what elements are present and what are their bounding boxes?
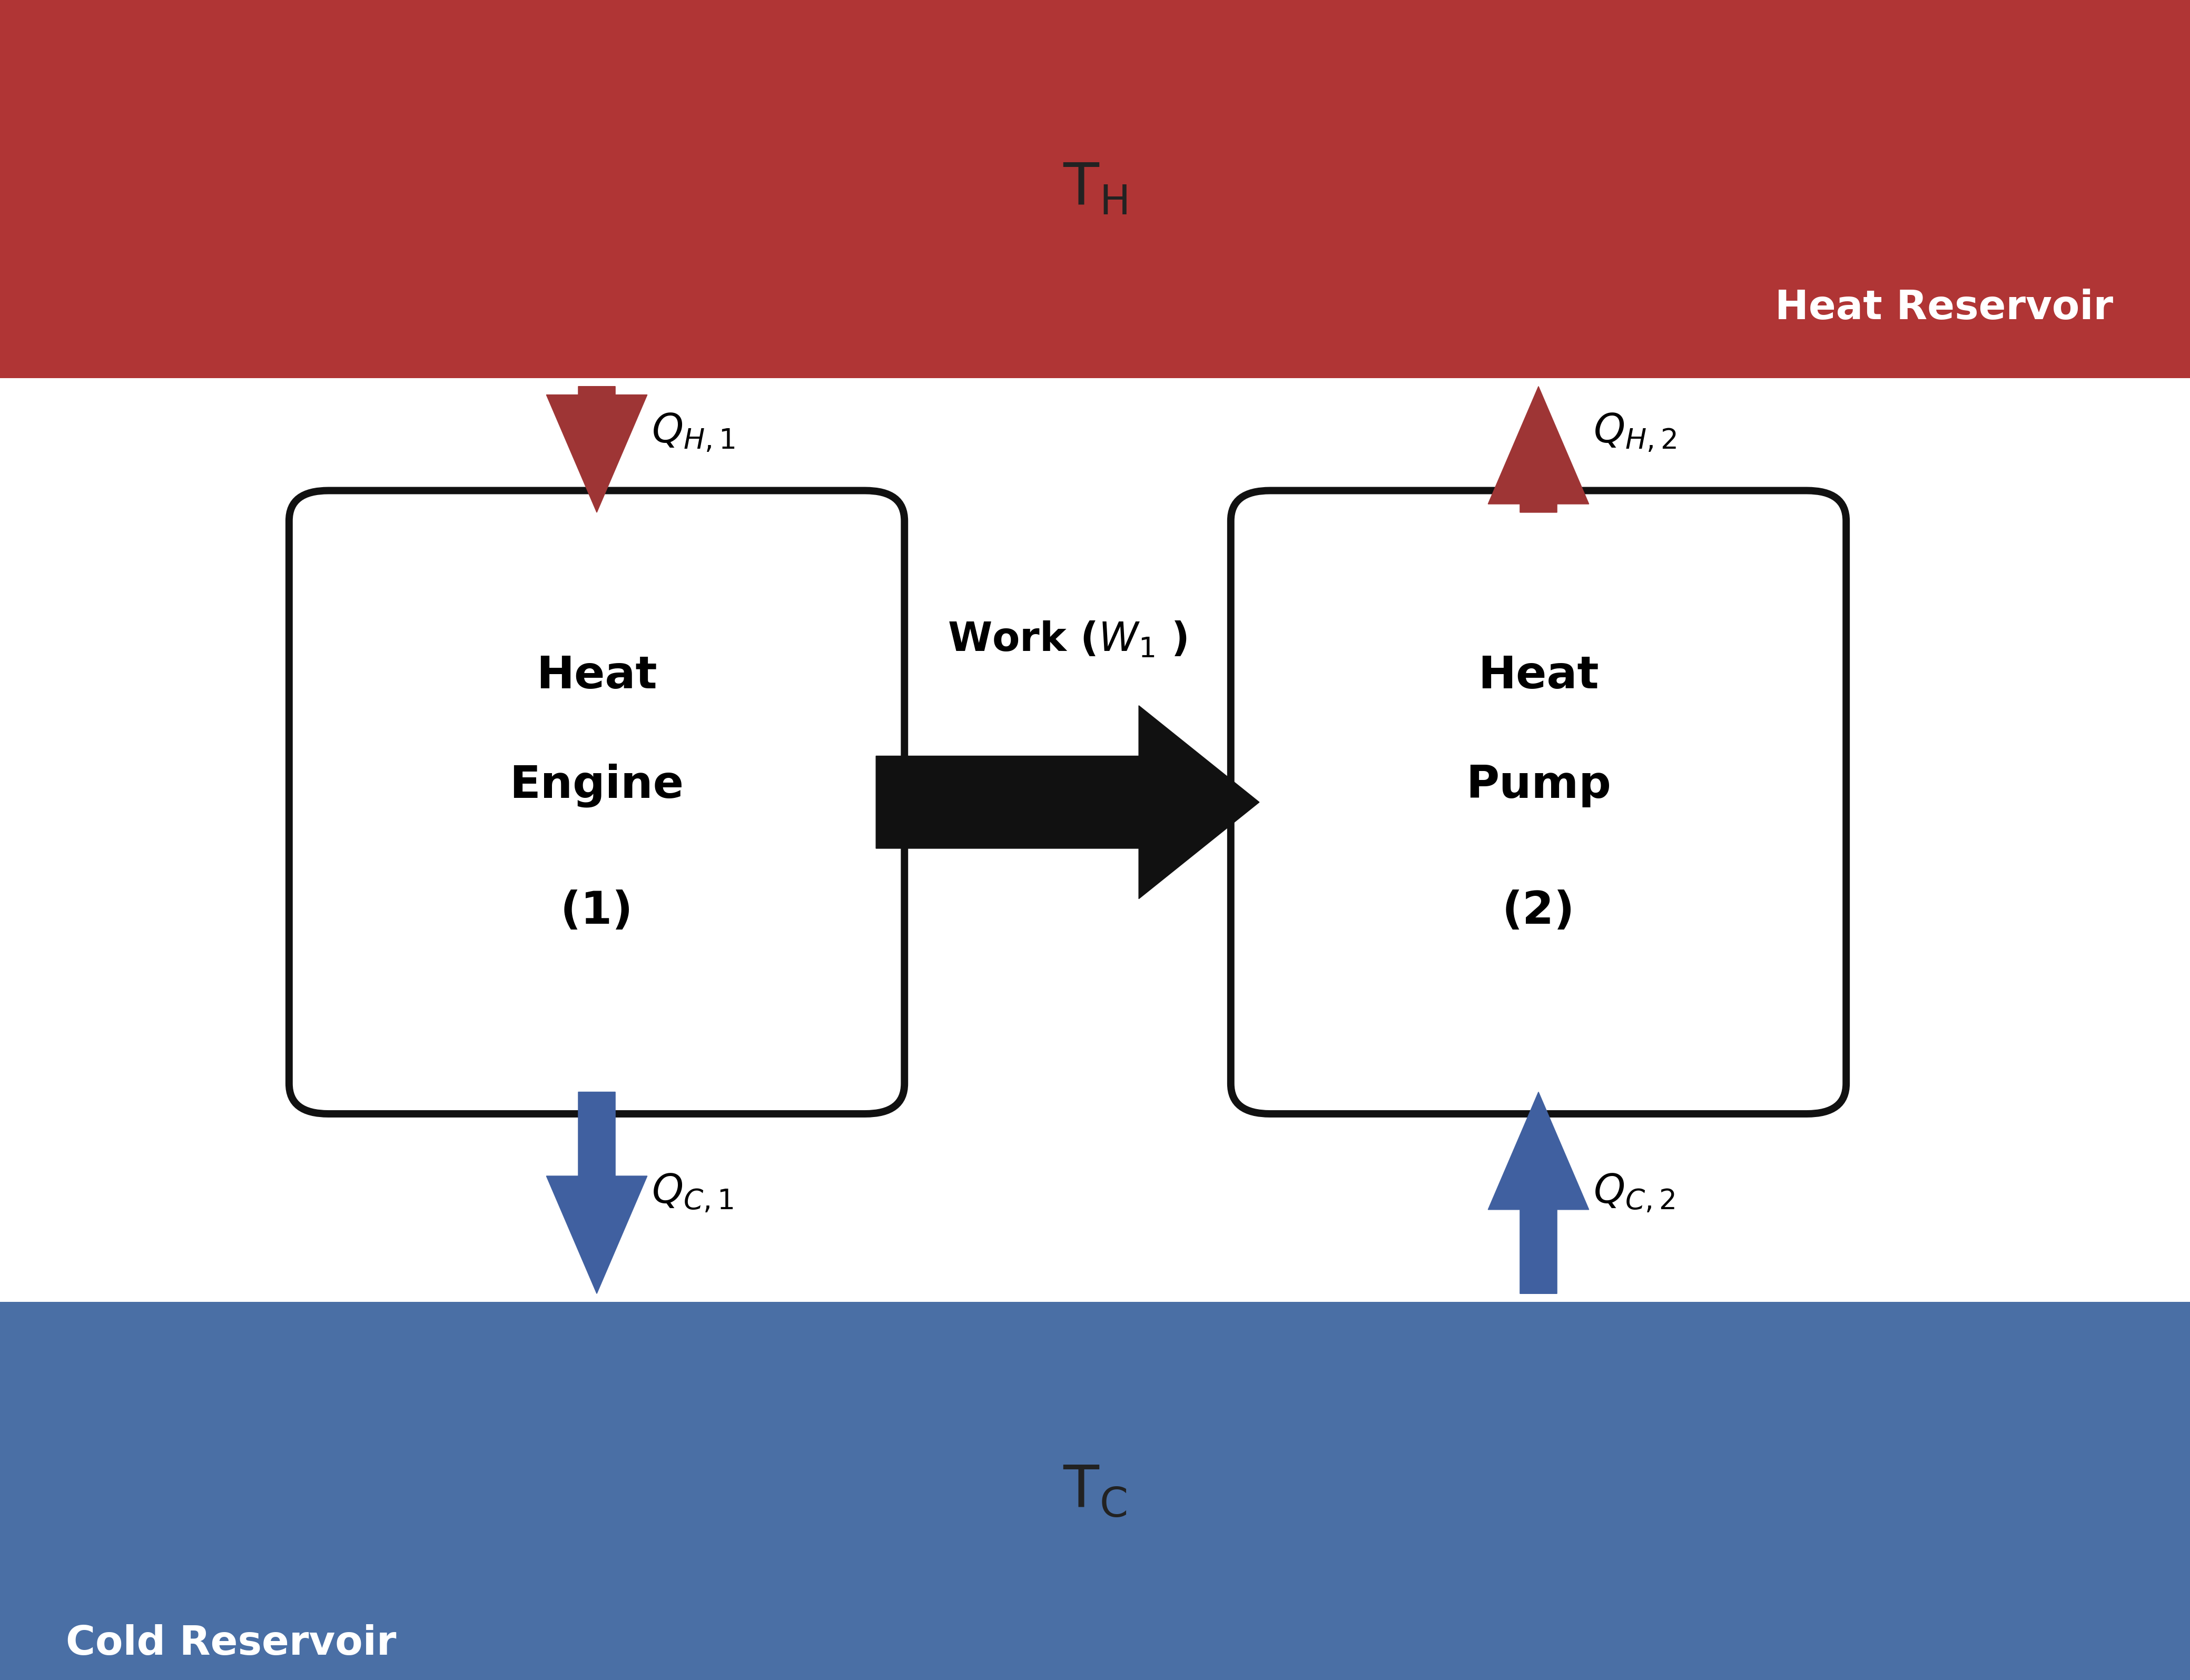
Text: $Q_{H,2}$: $Q_{H,2}$ (1592, 412, 1678, 454)
Text: (2): (2) (1502, 889, 1575, 934)
Text: $Q_{C,1}$: $Q_{C,1}$ (653, 1173, 734, 1213)
Bar (0, 1302, 2190, 1680)
Polygon shape (1487, 386, 1590, 512)
FancyBboxPatch shape (1231, 491, 1846, 1114)
Text: (1): (1) (561, 889, 633, 934)
Text: $\mathregular{T_C}$: $\mathregular{T_C}$ (1062, 1463, 1128, 1519)
Polygon shape (876, 706, 1259, 899)
Polygon shape (545, 1092, 648, 1294)
Text: $\mathregular{T_H}$: $\mathregular{T_H}$ (1062, 161, 1128, 217)
Text: Heat: Heat (537, 654, 657, 699)
Text: Work ($W_1$ ): Work ($W_1$ ) (948, 620, 1187, 660)
Text: Heat Reservoir: Heat Reservoir (1776, 289, 2113, 328)
Text: Pump: Pump (1465, 763, 1612, 808)
Text: Heat: Heat (1478, 654, 1599, 699)
Text: $Q_{C,2}$: $Q_{C,2}$ (1592, 1173, 1675, 1213)
FancyBboxPatch shape (289, 491, 904, 1114)
Polygon shape (545, 386, 648, 512)
Text: $Q_{H,1}$: $Q_{H,1}$ (653, 412, 736, 454)
Text: Engine: Engine (510, 763, 683, 808)
Bar (0, 0, 2190, 378)
Polygon shape (1487, 1092, 1590, 1294)
Text: Cold Reservoir: Cold Reservoir (66, 1625, 396, 1663)
